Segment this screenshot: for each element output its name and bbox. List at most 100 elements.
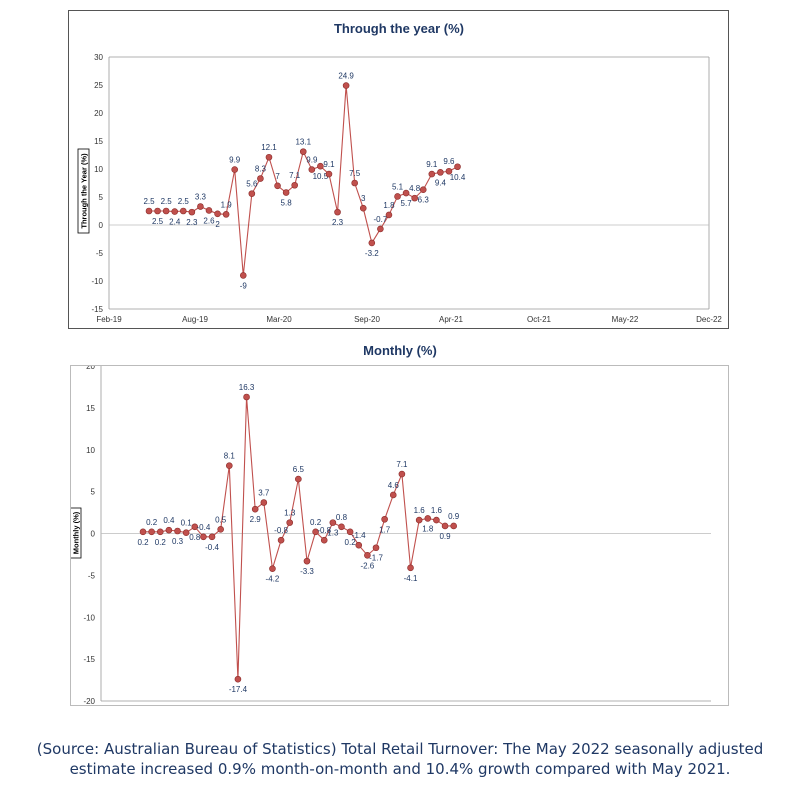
y-tick-label: 20 [94,109,103,118]
data-point [295,475,302,483]
data-point [188,208,196,216]
data-label: 9.1 [323,160,335,169]
data-label: 0.9 [448,512,460,521]
data-point [214,210,221,218]
data-label: -0.4 [205,543,219,552]
data-point [243,393,250,401]
data-point [226,462,233,469]
x-tick-label: Sep-20 [354,315,380,324]
data-point [260,499,268,506]
y-tick-label: 5 [99,193,104,202]
data-label: 6.5 [293,465,305,474]
data-label: 1.6 [414,506,426,515]
data-point [394,193,401,200]
data-label: 1.6 [431,506,443,515]
y-tick-label: 10 [86,446,95,455]
data-point [351,179,358,187]
data-label: 1.8 [422,524,434,533]
data-point [208,533,216,541]
data-point [200,533,207,541]
data-point [282,189,290,196]
data-label: 2.5 [152,217,164,226]
data-label: 10.4 [450,173,466,182]
data-point [385,211,393,219]
data-label: 13.1 [295,138,311,147]
data-label: 0.2 [310,518,322,527]
data-point [257,175,264,182]
data-label: 4.8 [409,184,421,193]
data-label: 3.7 [258,489,270,498]
data-label: 1.8 [383,201,395,210]
data-point [277,536,285,544]
data-label: 2.3 [332,218,344,227]
data-label: 0.4 [163,516,175,525]
data-point [197,203,204,210]
y-tick-label: -5 [88,571,96,580]
data-point [389,491,397,499]
x-tick-label: Apr-21 [439,315,464,324]
data-point [372,544,380,552]
y-tick-label: 15 [94,137,103,146]
data-label: 7 [275,172,280,181]
y-tick-label: -10 [83,613,95,622]
data-label: -4.2 [266,575,280,584]
data-point [231,166,238,173]
data-label: 2 [215,220,220,229]
data-point [139,528,147,536]
data-label: 2.5 [161,197,173,206]
data-label: 7.5 [349,169,361,178]
data-point [299,148,307,155]
y-axis-label-box [77,148,90,234]
data-label: 9.6 [443,157,455,166]
data-point [205,207,213,214]
monthly-chart: Monthly (%)-20-15-10-505101520Feb-19Aug-… [71,366,711,706]
data-point [368,239,376,247]
data-label: 9.9 [229,156,241,165]
y-axis-label-group: Monthly (%) [71,507,82,559]
data-label: 16.3 [239,383,255,392]
y-tick-label: 10 [94,165,103,174]
data-point [381,515,388,523]
data-label: 0.2 [345,538,357,547]
data-point [445,167,453,175]
data-point [308,166,316,173]
y-tick-label: 0 [99,221,104,230]
data-label: 0.8 [189,533,201,542]
data-point [156,528,164,536]
data-label: 3.3 [195,193,207,202]
data-label: 9.9 [306,156,318,165]
data-point [450,522,457,530]
data-label: 1.3 [284,509,296,518]
data-label: 1.3 [327,529,339,538]
data-label: 5.1 [392,182,404,191]
data-point [171,208,179,215]
data-point [265,153,273,161]
data-label: 8.3 [255,165,267,174]
data-point [433,516,440,524]
data-point [364,551,371,559]
data-label: 9.1 [426,160,438,169]
data-point [174,527,181,535]
data-point [239,272,247,279]
y-tick-label: 20 [86,366,95,371]
data-label: 10.5 [313,172,329,181]
data-label: -3.2 [365,249,379,258]
data-label: -0.8 [317,526,331,535]
data-label: 0.5 [215,515,227,524]
data-label: -0.8 [274,526,288,535]
data-point [342,82,350,89]
data-point [182,529,190,536]
data-point [359,204,367,212]
data-point [274,182,281,190]
data-label: 0.2 [155,538,167,547]
data-label: 7.1 [289,171,301,180]
data-label: 0.9 [439,532,451,541]
data-label: -2.6 [360,561,374,570]
y-tick-label: 25 [94,81,103,90]
y-axis-label: Through the Year (%) [80,153,89,229]
data-point [424,515,432,522]
data-label: -0.7 [373,215,387,224]
monthly-chart-frame: Monthly (%)-20-15-10-505101520Feb-19Aug-… [70,365,729,706]
y-axis-label-group: Through the Year (%) [77,148,90,234]
data-label: 12.1 [261,143,277,152]
